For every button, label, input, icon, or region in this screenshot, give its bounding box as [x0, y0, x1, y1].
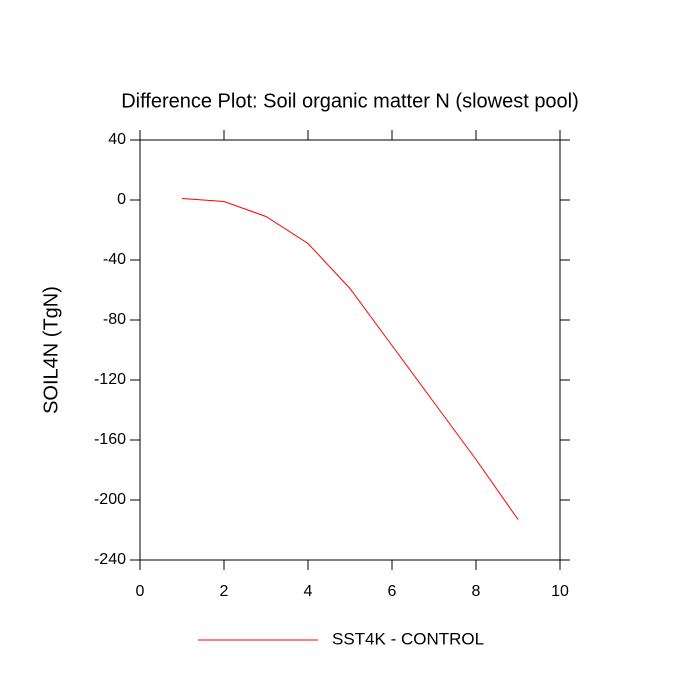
- legend-label: SST4K - CONTROL: [332, 629, 484, 648]
- y-axis-label: SOIL4N (TgN): [40, 286, 62, 414]
- data-line: [181, 198, 519, 520]
- x-tick-label: 0: [136, 583, 145, 600]
- y-tick-label: -40: [103, 251, 126, 268]
- y-tick-label: -80: [103, 311, 126, 328]
- y-tick-label: 40: [108, 131, 126, 148]
- y-tick-label: -120: [94, 371, 126, 388]
- x-tick-label: 8: [472, 583, 481, 600]
- x-tick-label: 2: [220, 583, 229, 600]
- x-tick-label: 6: [388, 583, 397, 600]
- y-tick-label: -160: [94, 431, 126, 448]
- plot-frame: [139, 139, 561, 561]
- chart-title: Difference Plot: Soil organic matter N (…: [121, 90, 579, 112]
- x-tick-label: 4: [304, 583, 313, 600]
- y-tick-label: -240: [94, 551, 126, 568]
- y-tick-label: 0: [117, 191, 126, 208]
- y-tick-label: -200: [94, 491, 126, 508]
- x-tick-label: 10: [551, 583, 569, 600]
